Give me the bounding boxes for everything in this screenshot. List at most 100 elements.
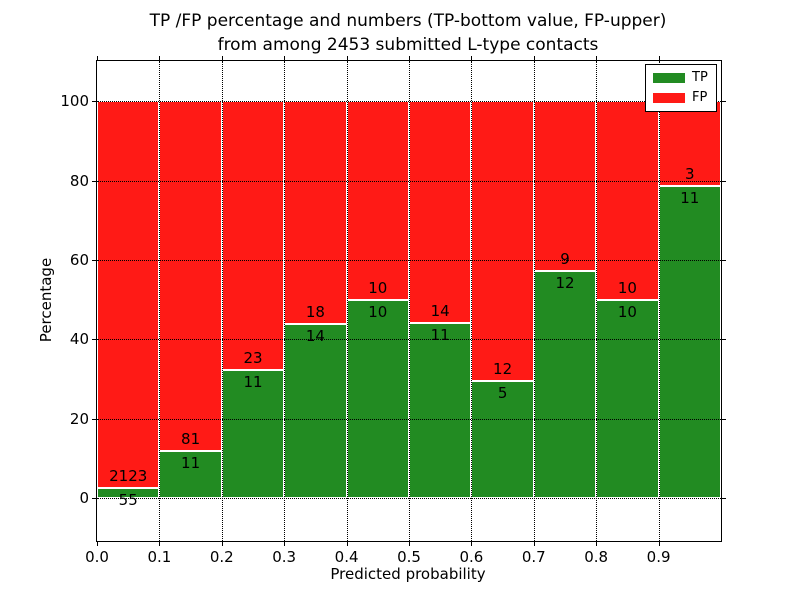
chart-title-line-2: from among 2453 submitted L-type contact… [217,35,599,55]
chart-title: TP /FP percentage and numbers (TP-bottom… [96,9,720,57]
x-tick-mark-bottom [346,541,348,546]
tp-count-label: 55 [118,491,138,510]
fp-count-label: 3 [685,165,695,184]
fp-count-label: 2123 [109,467,148,486]
x-tick-mark-top [533,56,535,61]
fp-bar-segment [159,101,222,451]
tp-bar-segment [97,488,160,499]
fp-bar-segment [533,101,597,272]
y-tick-mark-right [721,418,726,420]
legend-swatch-fp [653,93,685,103]
tp-count-label: 11 [181,453,201,472]
x-tick-mark-top [221,56,223,61]
y-tick-label: 20 [69,409,89,428]
fp-bar-segment [409,101,472,324]
x-tick-label: 0.6 [459,548,484,566]
y-tick-label: 100 [60,92,89,111]
y-tick-mark-right [721,101,726,103]
x-tick-label: 0.4 [334,548,359,566]
x-tick-label: 0.5 [397,548,421,566]
y-tick-mark-right [721,180,726,182]
legend-entry-fp: FP [653,91,716,105]
y-tick-mark-right [721,498,726,500]
x-tick-mark-bottom [97,541,98,546]
x-tick-mark-top [471,56,473,61]
fp-count-label: 12 [493,360,513,379]
y-axis-label-container: Percentage [26,60,66,540]
fp-count-label: 14 [430,302,450,321]
x-tick-mark-bottom [471,541,473,546]
fp-count-label: 81 [181,429,201,448]
x-axis-label: Predicted probability [330,565,486,583]
y-tick-label: 0 [79,489,89,508]
v-gridline [471,61,473,541]
x-tick-mark-bottom [221,541,223,546]
x-tick-mark-top [409,56,410,61]
x-tick-label: 0.3 [272,548,297,566]
y-tick-mark-left [92,101,97,103]
v-gridline [658,61,660,541]
tp-count-label: 14 [305,327,325,346]
fp-count-label: 18 [305,303,325,322]
y-tick-mark-left [92,339,97,341]
y-tick-mark-left [92,180,97,182]
x-tick-label: 0.9 [646,548,671,566]
x-tick-label: 0.8 [584,548,609,566]
tp-bar-segment [471,381,534,499]
y-tick-mark-right [721,339,726,341]
tp-bar-segment [533,271,597,499]
plot-area: 0.0 0.1 0.2 0.3 0.4 0.5 0.6 0.7 0.8 0.9 0 20 40 60 80 1… [60,56,726,566]
tp-bar-segment [658,186,721,499]
legend-swatch-tp [653,73,685,83]
fp-bar-segment [471,101,534,382]
tp-count-label: 11 [680,189,700,208]
v-gridline [159,61,161,541]
y-tick-label: 40 [69,330,89,349]
x-tick-mark-bottom [409,541,410,546]
x-tick-label: 0.2 [209,548,234,566]
x-tick-mark-bottom [533,541,535,546]
tp-count-label: 10 [368,302,388,321]
fp-bar-segment [658,101,721,187]
x-tick-mark-top [159,56,161,61]
v-gridline [284,61,286,541]
x-tick-mark-bottom [658,541,660,546]
legend-label-tp: TP [692,70,708,85]
tp-bar-segment [221,369,285,499]
v-gridline [346,61,348,541]
x-tick-label: 0.1 [147,548,172,566]
legend-entry-tp: TP [653,71,716,85]
tp-count-label: 11 [430,326,450,345]
legend: TP FP [645,64,717,112]
x-tick-label: 0.0 [85,548,109,566]
x-tick-mark-bottom [596,541,598,546]
v-gridline [533,61,535,541]
y-tick-label: 80 [69,171,89,190]
y-tick-mark-left [92,259,97,261]
tp-count-label: 12 [555,274,575,293]
tp-count-label: 11 [243,372,263,391]
fp-count-label: 10 [368,278,388,297]
v-gridline [221,61,223,541]
tp-bar-segment [596,299,659,499]
y-tick-mark-left [92,498,97,500]
tp-bar-segment [346,299,409,499]
tp-count-label: 5 [497,384,508,403]
fp-count-label: 9 [560,250,570,269]
fp-bar-segment [97,101,160,489]
tp-bar-segment [284,324,347,499]
chart-title-line-1: TP /FP percentage and numbers (TP-bottom… [149,11,667,31]
x-tick-mark-top [658,56,660,61]
x-tick-mark-bottom [159,541,161,546]
tp-count-label: 10 [617,302,637,321]
x-tick-mark-top [97,56,98,61]
y-tick-mark-right [721,259,726,261]
x-tick-mark-top [284,56,286,61]
y-tick-label: 60 [69,250,89,269]
tp-bar-segment [409,323,472,499]
x-tick-mark-bottom [284,541,286,546]
fp-bar-segment [346,101,409,300]
legend-label-fp: FP [692,90,708,105]
v-gridline [409,61,410,541]
